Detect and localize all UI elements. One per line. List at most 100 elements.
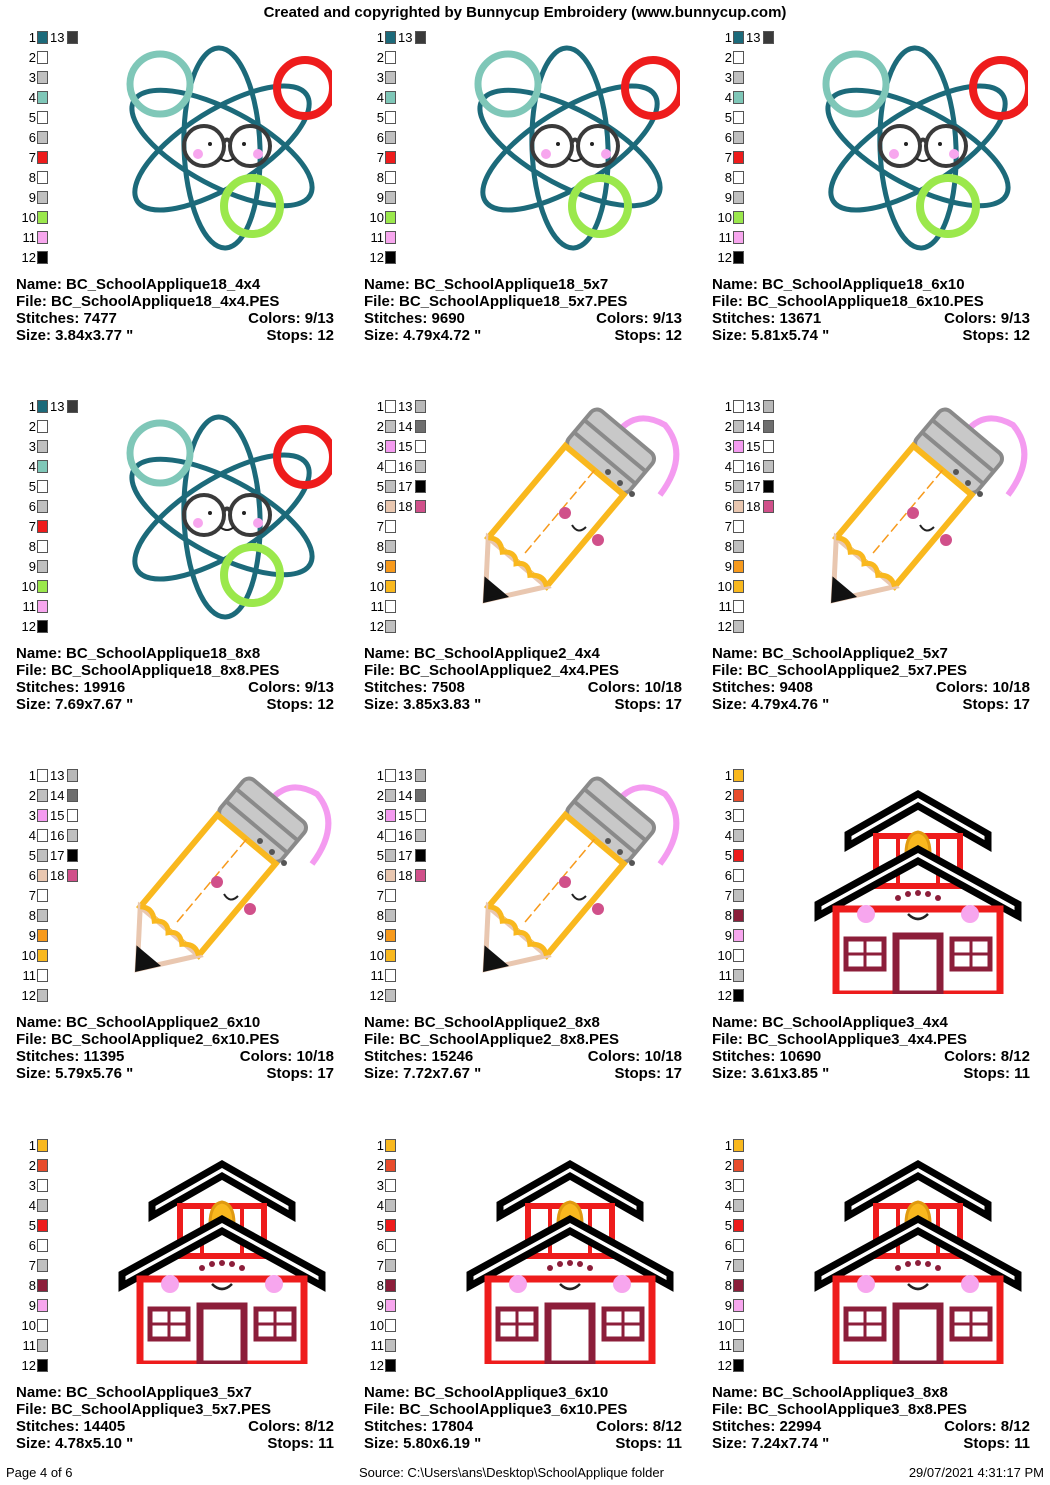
color-row: 12 [362,617,396,635]
color-row: 5 [14,477,48,495]
design-name: Name: BC_SchoolApplique18_8x8 [16,645,261,662]
color-number: 7 [724,1257,732,1273]
color-swatch [37,459,48,473]
color-swatch [763,479,774,493]
color-number: 9 [28,927,36,943]
color-number: 2 [28,418,36,434]
color-row: 3 [14,437,48,455]
color-number: 5 [376,1217,384,1233]
color-row: 7 [710,1256,744,1274]
color-number: 4 [724,1197,732,1213]
color-row: 1 [14,1136,48,1154]
color-swatch [37,559,48,573]
source-path: Source: C:\Users\ans\Desktop\SchoolAppli… [359,1465,664,1480]
design-name: Name: BC_SchoolApplique3_4x4 [712,1014,948,1031]
color-number: 4 [724,89,732,105]
color-row: 11 [14,1336,48,1354]
color-swatch [385,768,396,782]
color-row: 9 [14,1296,48,1314]
color-row: 6 18 [362,866,426,884]
color-number: 3 [376,69,384,85]
color-swatch [37,848,48,862]
color-number: 13 [50,767,65,783]
color-row: 3 [14,1176,48,1194]
color-row: 9 [14,557,48,575]
color-number: 10 [369,1317,384,1333]
color-number: 5 [28,109,36,125]
color-swatch [733,1198,744,1212]
color-number: 16 [50,827,65,843]
color-number: 10 [21,947,36,963]
color-swatch [733,768,744,782]
color-number: 8 [724,907,732,923]
color-row: 5 [14,108,48,126]
color-row: 9 [362,188,396,206]
color-swatch [733,908,744,922]
color-swatch [415,419,426,433]
color-number: 16 [746,458,761,474]
color-row: 10 [362,946,396,964]
color-row: 1 13 [362,28,426,46]
color-row: 4 [14,457,48,475]
color-swatch [733,459,744,473]
color-swatch [733,30,744,44]
color-swatch [37,579,48,593]
color-row: 12 [362,986,396,1004]
color-row: 2 [362,48,396,66]
color-row: 7 [14,1256,48,1274]
color-row: 2 [710,1156,744,1174]
design-size: Size: 3.84x3.77 " [16,327,134,344]
color-row: 11 [362,1336,396,1354]
design-info: Name: BC_SchoolApplique2_4x4 File: BC_Sch… [364,645,682,713]
stop-count: Stops: 11 [963,1065,1030,1082]
color-row: 11 [710,1336,744,1354]
color-count: Colors: 8/12 [596,1418,682,1435]
color-swatch [385,1158,396,1172]
color-number: 11 [718,229,733,245]
stitch-count: Stitches: 7477 [16,310,117,327]
color-swatch [733,868,744,882]
color-number: 14 [746,418,761,434]
color-row: 11 [14,228,48,246]
color-swatch [37,190,48,204]
design-card: 1 2 3 4 5 6 7 8 9 10 11 12 Name: BC_Sc [704,1136,1044,1476]
color-number: 11 [22,598,37,614]
color-swatch [385,1338,396,1352]
color-number: 3 [28,1177,36,1193]
color-swatch [733,619,744,633]
color-swatch [733,1158,744,1172]
color-number: 7 [376,1257,384,1273]
color-number: 4 [376,827,384,843]
color-number: 7 [28,149,36,165]
color-number: 3 [724,1177,732,1193]
color-number: 3 [376,1177,384,1193]
color-number: 18 [50,867,65,883]
color-number: 4 [28,1197,36,1213]
stop-count: Stops: 17 [962,696,1030,713]
color-number: 10 [21,1317,36,1333]
color-swatch [37,90,48,104]
color-number: 10 [21,578,36,594]
color-row: 1 13 [362,397,426,415]
color-swatch [733,1298,744,1312]
pencil-design-image [460,774,680,994]
color-number: 5 [28,478,36,494]
color-swatch [733,499,744,513]
color-number: 12 [369,987,384,1003]
design-file: File: BC_SchoolApplique2_5x7.PES [712,662,968,679]
color-number: 7 [28,518,36,534]
color-number: 9 [28,189,36,205]
design-file: File: BC_SchoolApplique18_4x4.PES [16,293,280,310]
color-number: 2 [28,787,36,803]
color-number: 14 [398,787,413,803]
school-design-image [808,774,1028,998]
color-number: 4 [376,458,384,474]
color-number: 9 [376,189,384,205]
color-number: 4 [724,827,732,843]
color-number: 2 [724,787,732,803]
stop-count: Stops: 17 [614,696,682,713]
color-row: 8 [362,537,396,555]
color-number: 3 [376,438,384,454]
stitch-count: Stitches: 17804 [364,1418,474,1435]
color-swatch [37,539,48,553]
